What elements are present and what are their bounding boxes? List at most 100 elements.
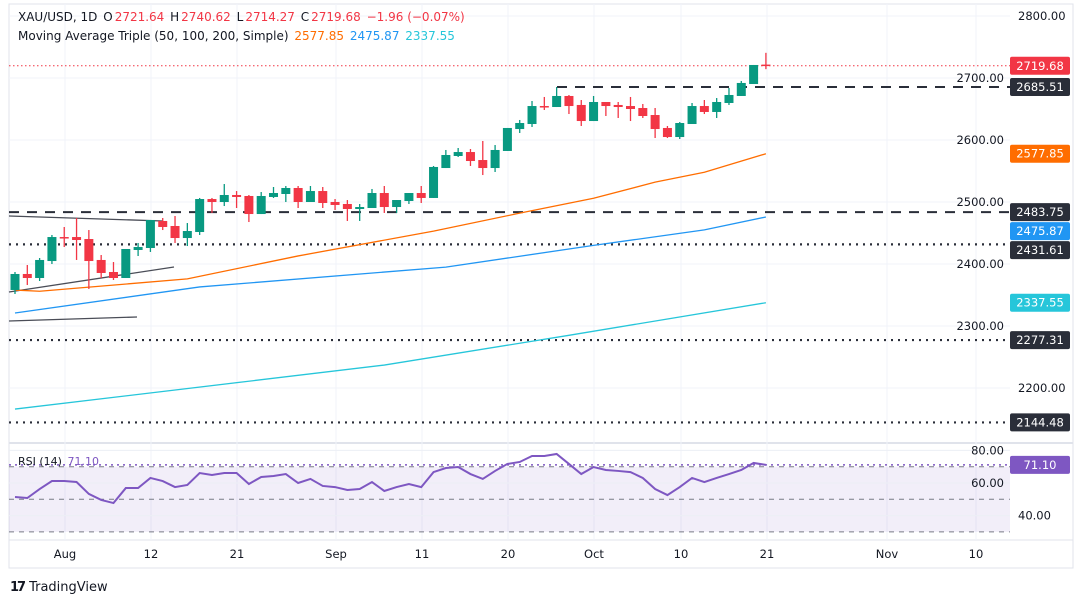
candle-down[interactable] [59,237,69,239]
candle-down[interactable] [478,160,488,169]
candle-down[interactable] [699,106,709,112]
candle-up[interactable] [724,94,734,103]
candle-up[interactable] [355,207,365,210]
candle-up[interactable] [281,187,291,195]
candle-down[interactable] [96,259,106,273]
candle-up[interactable] [441,155,451,169]
candle-down[interactable] [330,202,340,205]
candle-down[interactable] [22,273,32,279]
candle-down[interactable] [650,115,660,130]
price-label-badge [1010,413,1070,432]
open-label: O [103,10,113,24]
high-label: H [170,10,180,24]
ma50-value: 2577.85 [294,29,344,43]
time-axis-label: 12 [144,547,159,561]
price-label-badge [1010,144,1070,163]
candle-up[interactable] [675,123,685,138]
candle-down[interactable] [170,225,180,239]
candle-down[interactable] [207,199,217,202]
ma50-line [14,153,767,292]
candle-up[interactable] [552,95,562,108]
candle-up[interactable] [133,247,143,250]
candle-up[interactable] [195,199,205,233]
candle-down[interactable] [342,203,352,210]
candle-down[interactable] [465,152,475,162]
price-label-badge [1010,77,1070,96]
candle-down[interactable] [564,95,574,107]
candle-up[interactable] [589,101,599,122]
rsi-label-badge [1010,455,1070,474]
candle-up[interactable] [367,193,377,209]
candle-up[interactable] [47,237,57,262]
trendline-upper[interactable] [8,215,164,222]
candle-down[interactable] [293,187,303,202]
price-axis-tick: 2200.00 [1018,381,1066,395]
candle-down[interactable] [318,191,328,203]
candle-up[interactable] [429,166,439,198]
candle-up[interactable] [515,123,525,130]
trendline-lower[interactable] [8,266,175,293]
time-axis-label: Nov [876,547,899,561]
price-label-text: 2337.55 [1016,296,1064,310]
candle-up[interactable] [145,219,155,249]
rsi-axis-tick: 60.00 [971,476,1004,490]
candle-up[interactable] [736,82,746,96]
close-value: 2719.68 [311,10,361,24]
candle-down[interactable] [379,193,389,208]
time-axis-label: Sep [325,547,347,561]
candle-down[interactable] [416,193,426,198]
tradingview-brand[interactable]: 17 TradingView [10,580,108,595]
candle-up[interactable] [749,64,759,85]
price-label-badge [1010,241,1070,260]
candle-down[interactable] [613,104,623,108]
candle-down[interactable] [576,104,586,122]
ma200-value: 2337.55 [405,29,455,43]
candle-down[interactable] [539,106,549,108]
candle-up[interactable] [392,200,402,208]
candle-up[interactable] [712,101,722,112]
rsi-axis-tick: 40.00 [1018,509,1051,523]
candle-down[interactable] [158,220,168,227]
candle-up[interactable] [10,273,20,290]
candle-down[interactable] [244,195,254,215]
candle-down[interactable] [232,194,242,197]
ma-legend[interactable]: Moving Average Triple (50, 100, 200, Sim… [18,29,457,44]
price-label-text: 2431.61 [1016,243,1064,257]
candle-up[interactable] [182,231,192,239]
candle-up[interactable] [490,149,500,169]
candle-up[interactable] [305,191,315,202]
ohlc-legend: XAU/USD, 1D O 2721.64 H 2740.62 L 2714.27 C… [18,10,467,25]
candle-up[interactable] [256,195,266,215]
candle-down[interactable] [761,64,771,67]
rsi-legend[interactable]: RSI (14) 71.10 [18,454,101,469]
price-label-text: 2577.85 [1016,147,1064,161]
price-axis-tick: 2400.00 [956,257,1004,271]
candle-down[interactable] [108,271,118,279]
candle-down[interactable] [601,101,611,107]
candle-up[interactable] [121,248,131,279]
price-label-text: 2277.31 [1016,333,1064,347]
candle-up[interactable] [219,194,229,202]
trendline-bottom[interactable] [8,316,138,322]
rsi-line [14,452,767,505]
candle-up[interactable] [527,106,537,125]
candle-up[interactable] [502,127,512,151]
candle-up[interactable] [35,259,45,279]
high-value: 2740.62 [181,10,231,24]
candle-up[interactable] [404,193,414,202]
tradingview-logo-icon: 17 [10,580,26,595]
ma200-line [14,302,767,410]
rsi-label: RSI (14) [18,455,62,468]
candle-down[interactable] [84,239,94,262]
candle-down[interactable] [638,108,648,117]
candle-down[interactable] [72,237,82,241]
candle-down[interactable] [662,127,672,138]
symbol-label[interactable]: XAU/USD, 1D [18,10,98,24]
price-label-badge [1010,203,1070,222]
candle-up[interactable] [687,106,697,125]
candle-down[interactable] [626,106,635,109]
candle-up[interactable] [269,193,279,197]
candle-up[interactable] [453,152,463,156]
price-axis-tick: 2500.00 [956,195,1004,209]
